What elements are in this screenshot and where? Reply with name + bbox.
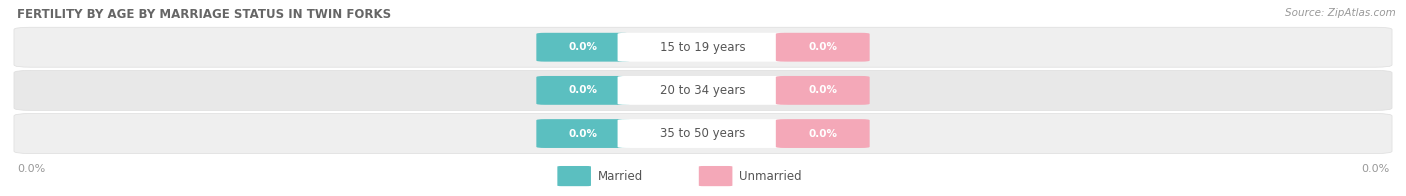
FancyBboxPatch shape: [617, 33, 789, 62]
Text: 0.0%: 0.0%: [569, 129, 598, 139]
FancyBboxPatch shape: [536, 33, 630, 62]
Text: 0.0%: 0.0%: [808, 129, 837, 139]
Text: 15 to 19 years: 15 to 19 years: [661, 41, 745, 54]
FancyBboxPatch shape: [776, 33, 870, 62]
FancyBboxPatch shape: [699, 166, 733, 186]
Text: 0.0%: 0.0%: [808, 42, 837, 52]
FancyBboxPatch shape: [617, 76, 789, 105]
FancyBboxPatch shape: [536, 76, 630, 105]
Text: 0.0%: 0.0%: [1361, 164, 1389, 174]
FancyBboxPatch shape: [776, 76, 870, 105]
FancyBboxPatch shape: [617, 119, 789, 148]
Text: 0.0%: 0.0%: [569, 85, 598, 95]
FancyBboxPatch shape: [776, 119, 870, 148]
Text: 35 to 50 years: 35 to 50 years: [661, 127, 745, 140]
Text: 0.0%: 0.0%: [17, 164, 45, 174]
FancyBboxPatch shape: [536, 119, 630, 148]
Text: Married: Married: [598, 170, 643, 183]
FancyBboxPatch shape: [14, 27, 1392, 67]
FancyBboxPatch shape: [557, 166, 591, 186]
Text: Source: ZipAtlas.com: Source: ZipAtlas.com: [1285, 8, 1396, 18]
Text: FERTILITY BY AGE BY MARRIAGE STATUS IN TWIN FORKS: FERTILITY BY AGE BY MARRIAGE STATUS IN T…: [17, 8, 391, 22]
FancyBboxPatch shape: [14, 70, 1392, 110]
FancyBboxPatch shape: [14, 113, 1392, 153]
Text: 0.0%: 0.0%: [569, 42, 598, 52]
Text: Unmarried: Unmarried: [740, 170, 801, 183]
Text: 0.0%: 0.0%: [808, 85, 837, 95]
Text: 20 to 34 years: 20 to 34 years: [661, 84, 745, 97]
